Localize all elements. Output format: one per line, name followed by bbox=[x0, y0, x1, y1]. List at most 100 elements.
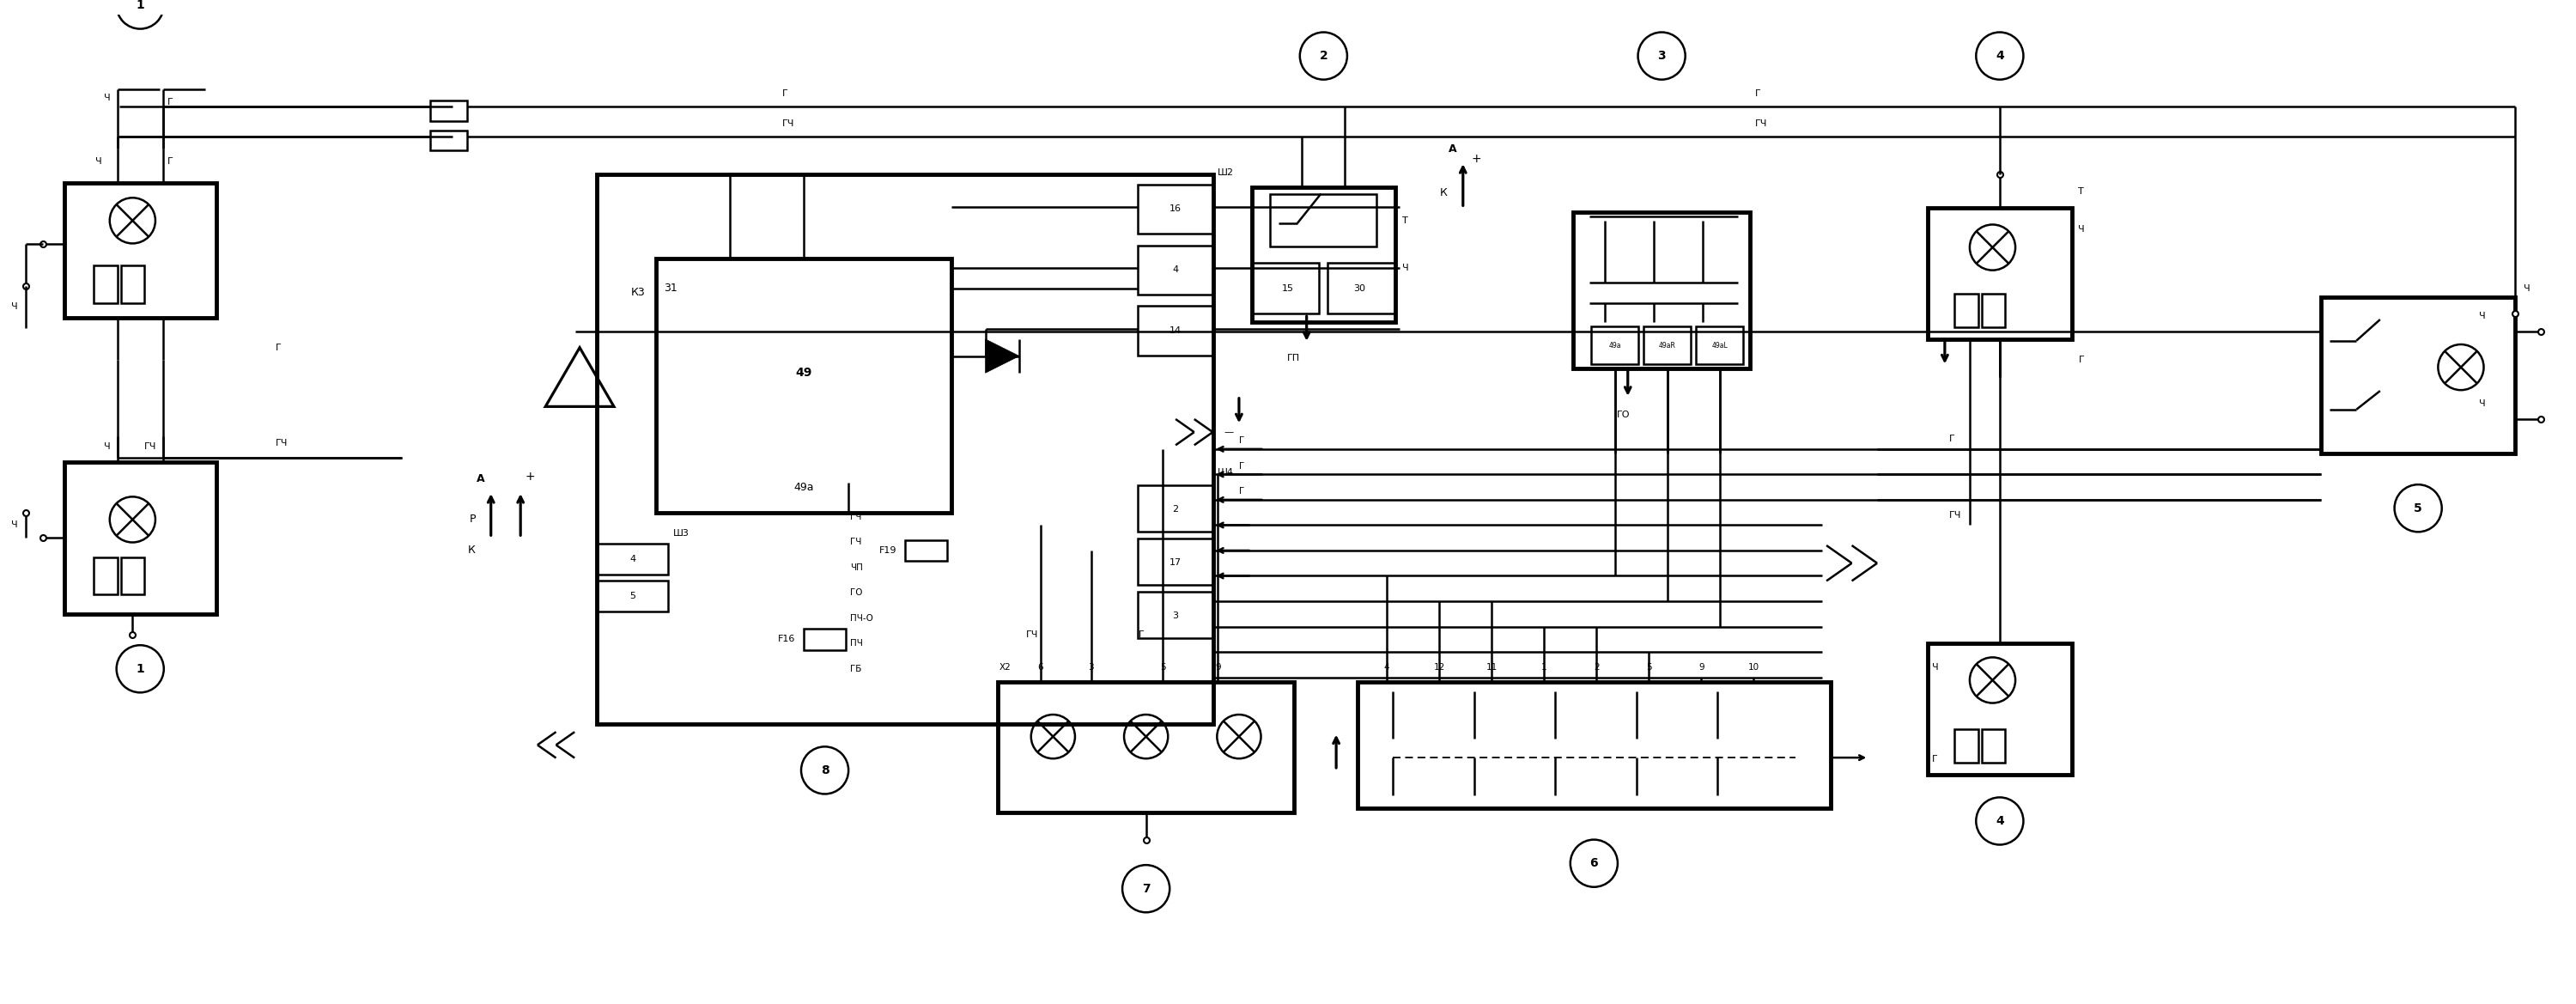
Text: 5: 5 bbox=[2414, 502, 2421, 514]
Text: 1: 1 bbox=[137, 0, 144, 11]
Text: A: A bbox=[477, 473, 484, 484]
Text: Ч: Ч bbox=[1932, 663, 1940, 672]
Text: 4: 4 bbox=[1172, 265, 1180, 274]
Text: 49aR: 49aR bbox=[1659, 342, 1677, 349]
Text: Ч: Ч bbox=[10, 303, 18, 311]
Text: 49a: 49a bbox=[793, 482, 814, 493]
Text: К: К bbox=[469, 545, 477, 556]
Text: 12: 12 bbox=[1435, 663, 1445, 672]
Text: Г: Г bbox=[276, 343, 281, 351]
Bar bbox=[904, 540, 948, 561]
Text: Г: Г bbox=[2079, 356, 2084, 364]
Bar bbox=[1574, 212, 1749, 368]
Bar bbox=[1643, 326, 1690, 364]
Text: Г: Г bbox=[1239, 437, 1244, 445]
Text: 3: 3 bbox=[1087, 663, 1095, 672]
Text: ГЧ: ГЧ bbox=[276, 439, 289, 448]
Bar bbox=[1955, 729, 1978, 763]
Text: ГО: ГО bbox=[850, 588, 863, 597]
Bar bbox=[430, 131, 466, 151]
Bar bbox=[804, 629, 845, 650]
Text: Ч: Ч bbox=[103, 442, 111, 451]
Text: Т: Т bbox=[2079, 187, 2084, 196]
Text: 1: 1 bbox=[137, 663, 144, 675]
Text: Ч: Ч bbox=[2079, 225, 2084, 234]
Text: Г: Г bbox=[1932, 755, 1937, 764]
Text: P: P bbox=[469, 514, 477, 525]
Text: —: — bbox=[1224, 428, 1234, 437]
Bar bbox=[1139, 185, 1213, 234]
Text: 1: 1 bbox=[1540, 663, 1548, 672]
Text: Ш2: Ш2 bbox=[1218, 169, 1234, 177]
Text: 30: 30 bbox=[1352, 284, 1365, 293]
Bar bbox=[1139, 485, 1213, 532]
Text: ГЧ: ГЧ bbox=[1754, 119, 1767, 128]
Bar bbox=[1252, 187, 1396, 322]
Bar bbox=[1139, 592, 1213, 639]
Bar bbox=[1139, 539, 1213, 585]
Bar bbox=[1139, 245, 1213, 294]
Bar bbox=[121, 557, 144, 594]
Text: Ч: Ч bbox=[10, 521, 18, 529]
Bar bbox=[93, 557, 118, 594]
Text: ГЧ: ГЧ bbox=[144, 442, 157, 451]
Text: Г: Г bbox=[1239, 487, 1244, 496]
Text: Г: Г bbox=[1139, 631, 1144, 640]
Bar bbox=[64, 462, 216, 613]
Bar bbox=[1981, 729, 2004, 763]
Text: F19: F19 bbox=[878, 546, 896, 555]
Bar bbox=[64, 183, 216, 318]
Text: ПЧ: ПЧ bbox=[850, 640, 863, 648]
Text: Г: Г bbox=[783, 89, 788, 98]
Text: 2: 2 bbox=[1319, 50, 1327, 62]
Text: Г: Г bbox=[1754, 89, 1759, 98]
Bar bbox=[1927, 644, 2071, 774]
Text: ГЧ: ГЧ bbox=[850, 512, 860, 521]
Text: ГЧ: ГЧ bbox=[850, 538, 860, 546]
Bar bbox=[1252, 263, 1319, 314]
Bar bbox=[1955, 293, 1978, 327]
Text: ЧП: ЧП bbox=[850, 563, 863, 571]
Bar bbox=[430, 100, 466, 121]
Text: 10: 10 bbox=[1749, 663, 1759, 672]
Text: 6: 6 bbox=[1589, 857, 1597, 869]
Text: 3: 3 bbox=[1656, 50, 1667, 62]
Text: ПЧ-О: ПЧ-О bbox=[850, 613, 873, 622]
Text: Ч: Ч bbox=[95, 158, 103, 166]
Text: F16: F16 bbox=[778, 635, 796, 644]
Bar bbox=[1981, 293, 2004, 327]
Text: 6: 6 bbox=[1038, 663, 1043, 672]
Text: 5: 5 bbox=[629, 591, 636, 600]
Text: Г: Г bbox=[167, 98, 173, 106]
Bar bbox=[997, 682, 1293, 812]
Text: 5: 5 bbox=[1646, 663, 1651, 672]
Text: 3: 3 bbox=[1172, 611, 1180, 619]
Text: ГЧ: ГЧ bbox=[1950, 511, 1960, 519]
Bar bbox=[657, 259, 951, 512]
Text: ГП: ГП bbox=[1288, 353, 1301, 362]
Text: 2: 2 bbox=[1595, 663, 1600, 672]
Text: Г: Г bbox=[1239, 462, 1244, 470]
Text: 9: 9 bbox=[1698, 663, 1705, 672]
Text: 31: 31 bbox=[665, 283, 677, 294]
Bar bbox=[1927, 208, 2071, 339]
Bar bbox=[598, 175, 1213, 724]
Text: 2: 2 bbox=[1172, 505, 1180, 513]
Bar bbox=[598, 544, 667, 574]
Text: 49a: 49a bbox=[1610, 342, 1620, 349]
Text: 4: 4 bbox=[1996, 815, 2004, 827]
Bar bbox=[1327, 263, 1396, 314]
Bar bbox=[598, 581, 667, 611]
Bar bbox=[1270, 194, 1376, 246]
Text: Ч: Ч bbox=[103, 94, 111, 102]
Text: 15: 15 bbox=[1283, 284, 1293, 293]
Text: Ч: Ч bbox=[2524, 284, 2530, 293]
Text: 49aL: 49aL bbox=[1713, 342, 1728, 349]
Polygon shape bbox=[987, 339, 1020, 372]
Text: 5: 5 bbox=[1159, 663, 1167, 672]
Bar bbox=[1139, 306, 1213, 355]
Text: К3: К3 bbox=[631, 287, 647, 298]
Bar bbox=[93, 266, 118, 303]
Bar bbox=[121, 266, 144, 303]
Text: 4: 4 bbox=[1383, 663, 1391, 672]
